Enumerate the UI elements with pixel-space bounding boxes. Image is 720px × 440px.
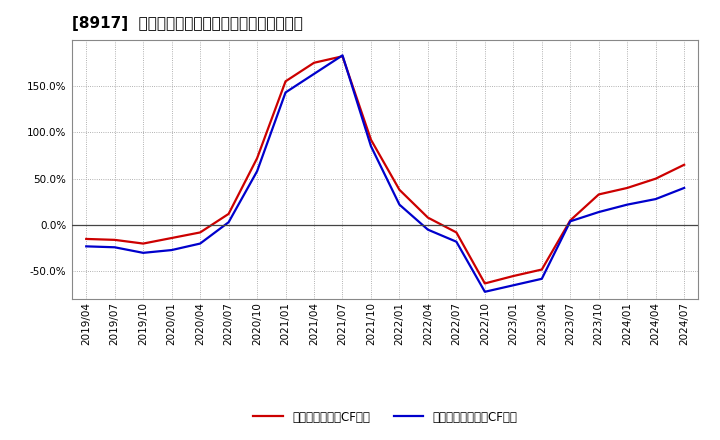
- 有利子負債フリーCF比率: [595, 209, 603, 215]
- 有利子負債フリーCF比率: [310, 71, 318, 77]
- 有利子負債営業CF比率: [282, 79, 290, 84]
- 有利子負債フリーCF比率: [509, 282, 518, 288]
- 有利子負債フリーCF比率: [338, 53, 347, 58]
- 有利子負債営業CF比率: [139, 241, 148, 246]
- 有利子負債フリーCF比率: [537, 276, 546, 282]
- 有利子負債フリーCF比率: [423, 227, 432, 232]
- 有利子負債営業CF比率: [680, 162, 688, 167]
- 有利子負債フリーCF比率: [680, 185, 688, 191]
- 有利子負債営業CF比率: [310, 60, 318, 66]
- 有利子負債営業CF比率: [623, 185, 631, 191]
- 有利子負債フリーCF比率: [366, 143, 375, 149]
- 有利子負債フリーCF比率: [452, 239, 461, 244]
- 有利子負債営業CF比率: [480, 281, 489, 286]
- 有利子負債フリーCF比率: [282, 90, 290, 95]
- 有利子負債フリーCF比率: [139, 250, 148, 256]
- 有利子負債営業CF比率: [110, 237, 119, 242]
- 有利子負債フリーCF比率: [566, 219, 575, 224]
- 有利子負債営業CF比率: [225, 211, 233, 216]
- 有利子負債営業CF比率: [338, 54, 347, 59]
- 有利子負債営業CF比率: [366, 137, 375, 143]
- 有利子負債営業CF比率: [652, 176, 660, 181]
- 有利子負債営業CF比率: [423, 215, 432, 220]
- 有利子負債営業CF比率: [82, 236, 91, 242]
- 有利子負債営業CF比率: [509, 273, 518, 279]
- 有利子負債フリーCF比率: [253, 169, 261, 174]
- 有利子負債営業CF比率: [196, 230, 204, 235]
- 有利子負債フリーCF比率: [196, 241, 204, 246]
- Line: 有利子負債営業CF比率: 有利子負債営業CF比率: [86, 56, 684, 283]
- 有利子負債フリーCF比率: [395, 202, 404, 207]
- 有利子負債フリーCF比率: [652, 196, 660, 202]
- Text: [8917]  有利子負債キャッシュフロー比率の推移: [8917] 有利子負債キャッシュフロー比率の推移: [72, 16, 303, 32]
- 有利子負債フリーCF比率: [225, 220, 233, 225]
- 有利子負債営業CF比率: [395, 187, 404, 192]
- 有利子負債フリーCF比率: [110, 245, 119, 250]
- 有利子負債営業CF比率: [537, 267, 546, 272]
- Legend: 有利子負債営業CF比率, 有利子負債フリーCF比率: 有利子負債営業CF比率, 有利子負債フリーCF比率: [248, 406, 522, 428]
- 有利子負債フリーCF比率: [623, 202, 631, 207]
- 有利子負債営業CF比率: [253, 156, 261, 161]
- 有利子負債営業CF比率: [595, 192, 603, 197]
- 有利子負債フリーCF比率: [82, 244, 91, 249]
- 有利子負債営業CF比率: [452, 230, 461, 235]
- 有利子負債営業CF比率: [566, 218, 575, 223]
- 有利子負債フリーCF比率: [480, 289, 489, 294]
- 有利子負債フリーCF比率: [167, 247, 176, 253]
- 有利子負債営業CF比率: [167, 235, 176, 241]
- Line: 有利子負債フリーCF比率: 有利子負債フリーCF比率: [86, 55, 684, 292]
